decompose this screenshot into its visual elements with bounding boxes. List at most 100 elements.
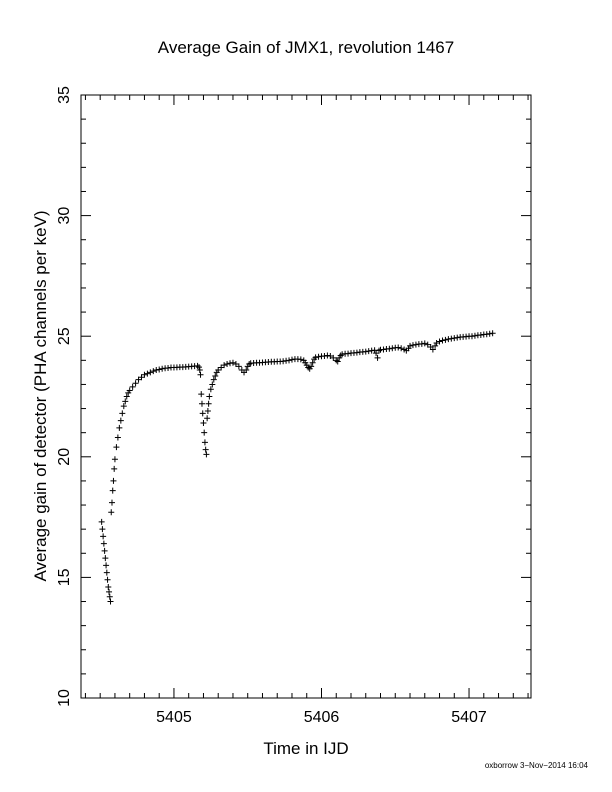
data-point <box>103 562 110 569</box>
y-tick-label: 35 <box>56 86 73 104</box>
data-point <box>198 400 205 407</box>
data-point <box>108 499 115 506</box>
x-axis-label: Time in IJD <box>263 739 348 758</box>
data-point <box>429 346 436 353</box>
data-point <box>212 372 219 379</box>
data-point <box>98 518 105 525</box>
data-point <box>196 366 203 373</box>
data-point <box>204 415 211 422</box>
y-axis-label: Average gain of detector (PHA channels p… <box>31 210 50 581</box>
data-point <box>111 465 118 472</box>
data-point <box>235 363 242 370</box>
data-point <box>100 540 107 547</box>
data-point <box>199 410 206 417</box>
data-point <box>113 444 120 451</box>
data-point <box>102 555 109 562</box>
data-point <box>116 424 123 431</box>
data-point <box>197 371 204 378</box>
data-point <box>107 598 114 605</box>
data-point <box>103 569 110 576</box>
data-point <box>109 487 116 494</box>
data-point <box>206 393 213 400</box>
data-points <box>98 330 496 605</box>
data-point <box>194 362 201 369</box>
data-point <box>120 403 127 410</box>
data-point <box>106 593 113 600</box>
data-point <box>297 356 304 363</box>
data-point <box>202 446 209 453</box>
data-point <box>201 439 208 446</box>
data-point <box>104 576 111 583</box>
data-point <box>201 429 208 436</box>
y-tick-label: 30 <box>56 207 73 225</box>
data-point <box>442 336 449 343</box>
data-point <box>436 338 443 345</box>
data-point <box>123 393 130 400</box>
y-tick-label: 15 <box>56 568 73 586</box>
data-point <box>101 547 108 554</box>
data-point <box>432 342 439 349</box>
data-point <box>395 344 402 351</box>
data-point <box>150 368 157 375</box>
data-point <box>221 362 228 369</box>
data-point <box>117 417 124 424</box>
data-point <box>108 509 115 516</box>
data-point <box>100 533 107 540</box>
x-tick-label: 5406 <box>304 709 340 726</box>
data-point <box>99 526 106 533</box>
data-point <box>204 407 211 414</box>
data-point <box>433 339 440 346</box>
data-point <box>126 387 133 394</box>
data-point <box>147 369 154 376</box>
data-point <box>210 376 217 383</box>
data-point <box>376 347 383 354</box>
data-point <box>119 410 126 417</box>
tick-labels: 10 15 20 25 30 35 5405 5406 5407 <box>56 86 487 726</box>
data-point <box>286 357 293 364</box>
data-point <box>398 345 405 352</box>
data-point <box>337 352 344 359</box>
footer-signature: oxborrow 3−Nov−2014 16:04 <box>485 761 589 770</box>
data-point <box>105 584 112 591</box>
data-point <box>229 359 236 366</box>
data-point <box>305 364 312 371</box>
data-point <box>309 359 316 366</box>
data-point <box>308 363 315 370</box>
data-point <box>334 358 341 365</box>
axis-ticks <box>81 94 531 699</box>
data-point <box>203 451 210 458</box>
data-point <box>141 371 148 378</box>
data-point <box>224 360 231 367</box>
chart-title: Average Gain of JMX1, revolution 1467 <box>158 38 454 57</box>
data-point <box>132 380 139 387</box>
data-point <box>312 354 319 361</box>
data-point <box>198 391 205 398</box>
plot-frame <box>80 94 532 699</box>
data-point <box>122 398 129 405</box>
data-point <box>144 370 151 377</box>
data-point <box>106 588 113 595</box>
data-point <box>111 456 118 463</box>
data-point <box>129 383 136 390</box>
data-point <box>110 477 117 484</box>
x-tick-label: 5405 <box>156 709 192 726</box>
data-point <box>243 366 250 373</box>
data-point <box>489 330 496 337</box>
data-point <box>200 420 207 427</box>
data-point <box>439 337 446 344</box>
y-tick-label: 25 <box>56 327 73 345</box>
data-point <box>421 340 428 347</box>
data-point <box>407 342 414 349</box>
y-tick-label: 20 <box>56 448 73 466</box>
y-tick-label: 10 <box>56 689 73 707</box>
data-point <box>156 366 163 373</box>
data-point <box>374 354 381 361</box>
data-point <box>114 434 121 441</box>
data-point <box>209 381 216 388</box>
data-point <box>196 364 203 371</box>
data-point <box>205 400 212 407</box>
data-point <box>207 386 214 393</box>
data-point <box>246 360 253 367</box>
x-tick-label: 5407 <box>451 709 487 726</box>
